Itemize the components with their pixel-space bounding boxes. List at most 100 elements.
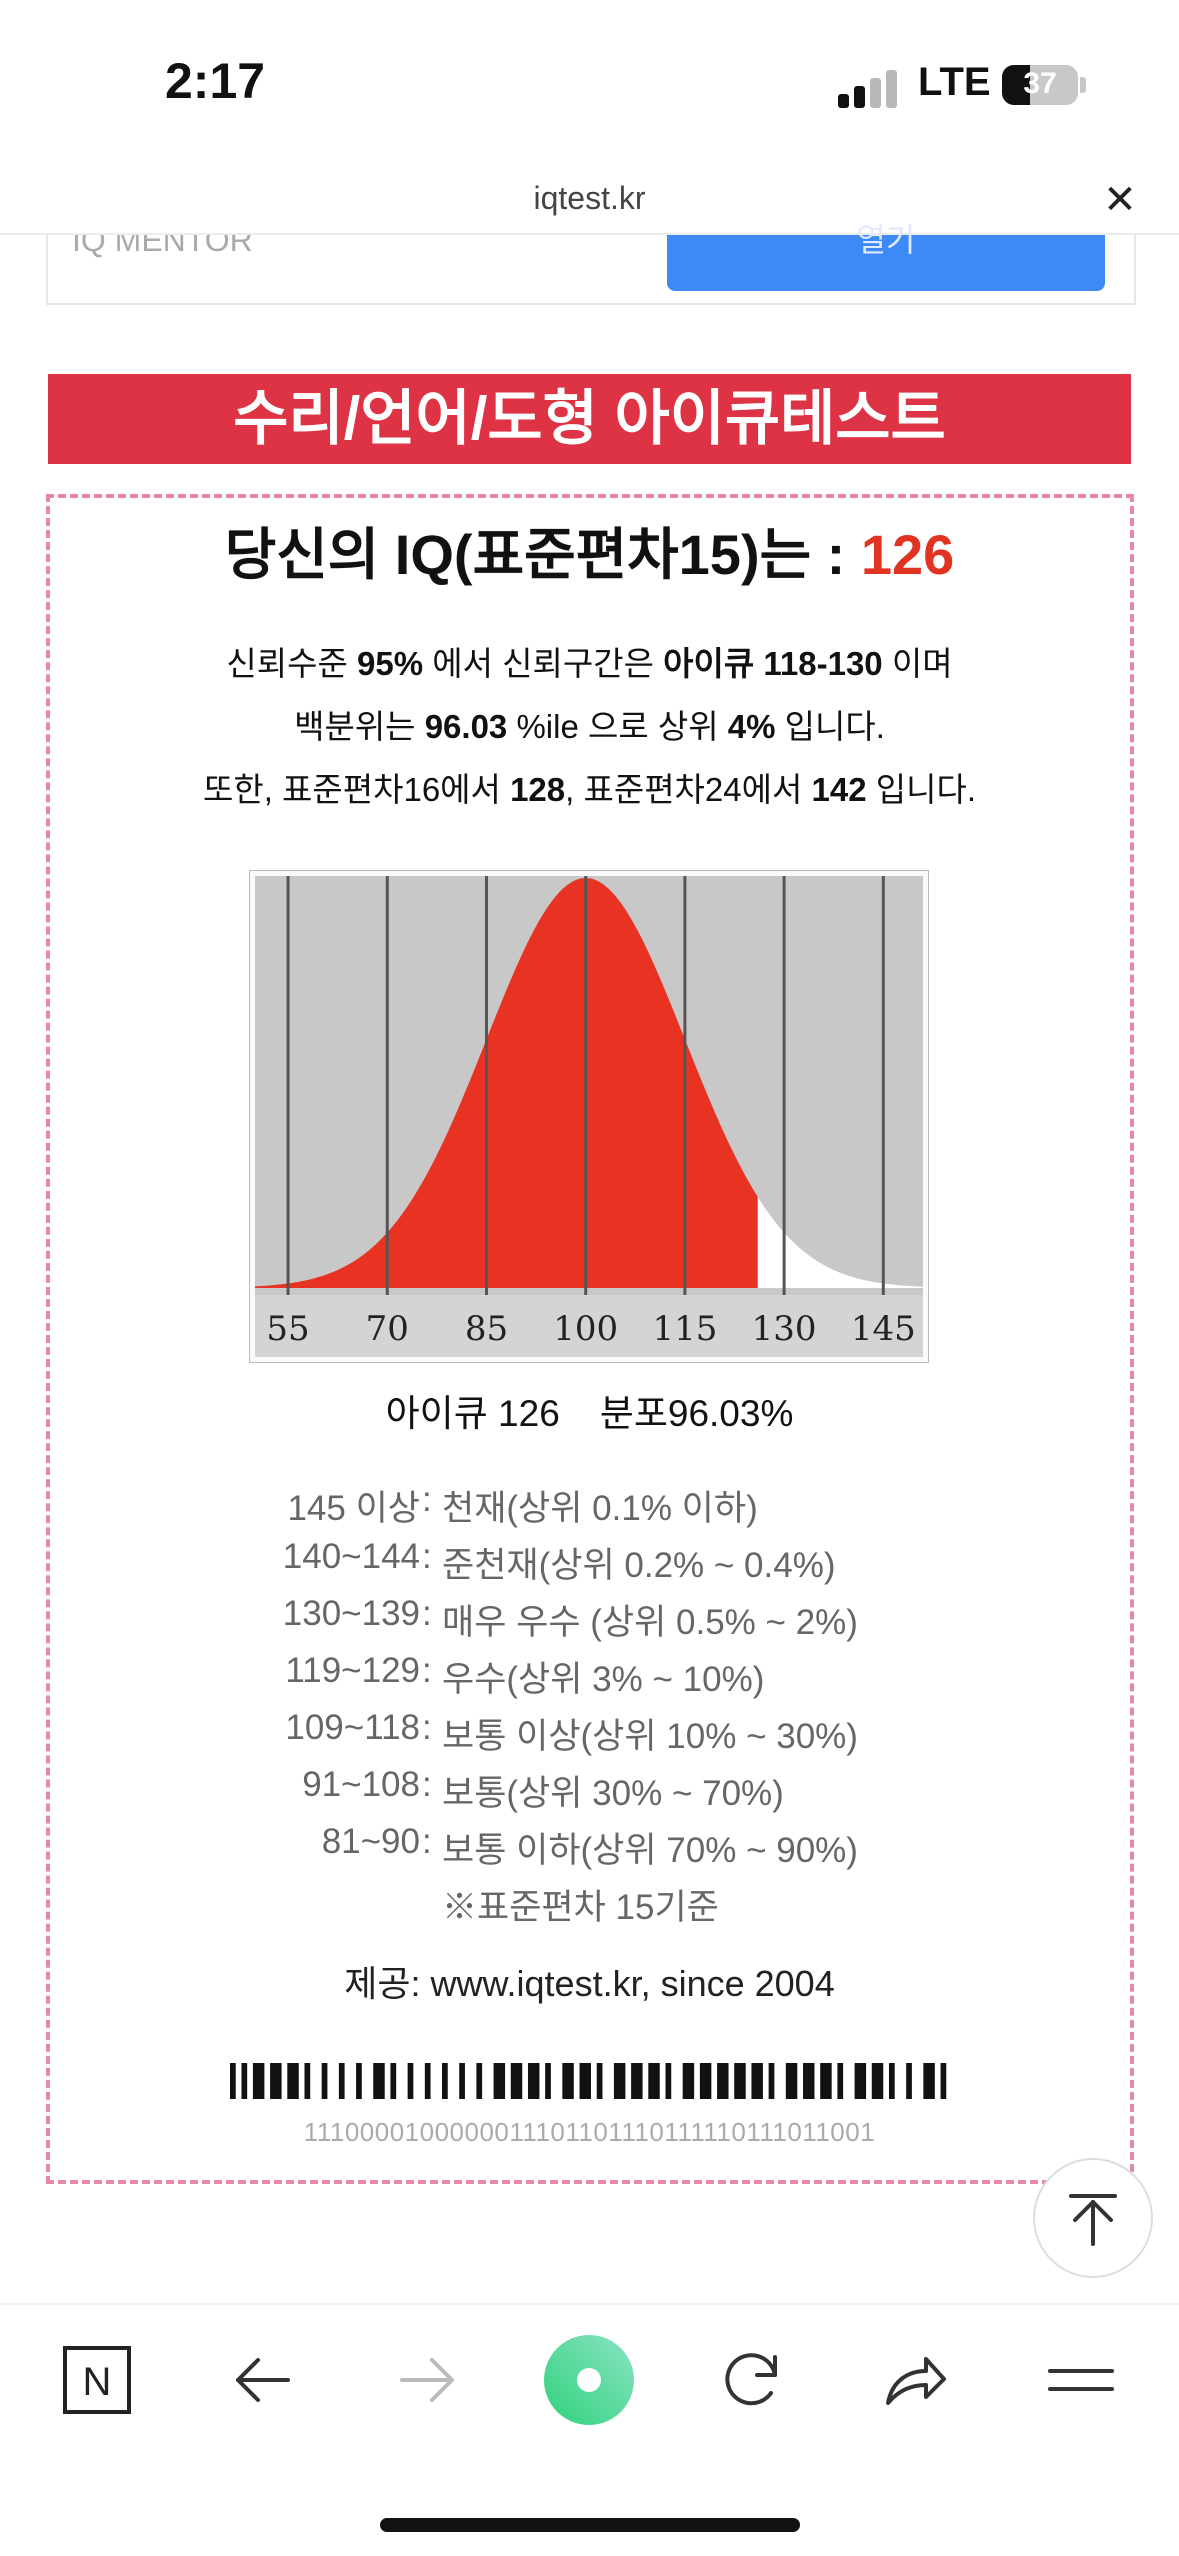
barcode-bar xyxy=(751,2063,763,2099)
barcode-bar xyxy=(476,2063,483,2099)
barcode-bar xyxy=(230,2063,236,2099)
level-note-text: ※표준편차 15기준 xyxy=(442,1888,719,1927)
level-description: 보통 이상(상위 10% ~ 30%) xyxy=(442,1717,858,1756)
barcode-bar xyxy=(562,2063,574,2099)
battery-tip xyxy=(1080,77,1086,93)
barcode-bar xyxy=(940,2063,947,2099)
level-row: 91~108: 보통(상위 30% ~ 70%) xyxy=(0,1765,1179,1815)
text: 입니다. xyxy=(866,771,976,808)
level-row: 81~90: 보통 이하(상위 70% ~ 90%) xyxy=(0,1822,1179,1872)
barcode-bar xyxy=(699,2063,712,2099)
network-label: LTE xyxy=(918,60,991,104)
level-row: 119~129: 우수(상위 3% ~ 10%) xyxy=(0,1651,1179,1701)
barcode-bar xyxy=(596,2063,603,2099)
barcode-bar xyxy=(820,2063,832,2099)
battery-level: 37 xyxy=(1023,67,1057,100)
x-tick-label: 145 xyxy=(851,1309,916,1349)
barcode-bar xyxy=(579,2063,591,2099)
text: 또한, 표준편차16에서 xyxy=(202,771,511,808)
level-row: 140~144: 준천재(상위 0.2% ~ 0.4%) xyxy=(0,1537,1179,1587)
iq-score: 126 xyxy=(860,523,955,586)
barcode-bar xyxy=(631,2063,643,2099)
level-range: 119~129 xyxy=(285,1651,420,1690)
barcode-bar xyxy=(854,2063,867,2099)
level-note: ※표준편차 15기준 xyxy=(0,1879,1179,1929)
url-label[interactable]: iqtest.kr xyxy=(533,180,646,216)
reload-icon[interactable] xyxy=(717,2345,787,2415)
caption-iq: 아이큐 126 xyxy=(385,1393,560,1434)
page-title: 수리/언어/도형 아이큐테스트 xyxy=(48,374,1131,464)
barcode-bar xyxy=(407,2063,414,2099)
level-colon: : xyxy=(422,1708,432,1747)
text: 이며 xyxy=(882,645,953,682)
barcode-bar xyxy=(906,2063,912,2099)
x-tick-label: 85 xyxy=(465,1309,508,1349)
text: 신뢰수준 xyxy=(226,645,358,682)
barcode-bar xyxy=(287,2063,299,2099)
text: %ile 으로 상위 xyxy=(507,708,728,745)
barcode-bar xyxy=(459,2063,465,2099)
share-icon[interactable] xyxy=(880,2345,950,2415)
level-colon: : xyxy=(422,1594,432,1633)
menu-icon[interactable] xyxy=(1046,2345,1116,2415)
level-row: 109~118: 보통 이상(상위 10% ~ 30%) xyxy=(0,1708,1179,1758)
level-range: 109~118 xyxy=(285,1708,420,1747)
caption-distribution: 분포96.03% xyxy=(599,1393,794,1434)
level-colon: : xyxy=(422,1651,432,1690)
level-description: 우수(상위 3% ~ 10%) xyxy=(442,1660,765,1699)
result-box xyxy=(46,494,1134,2184)
barcode-bar xyxy=(717,2063,729,2099)
level-range: 145 이상 xyxy=(287,1489,420,1528)
barcode xyxy=(230,2063,947,2099)
provider-text: 제공: www.iqtest.kr, since 2004 xyxy=(344,1963,835,2004)
top-percent: 4% xyxy=(727,708,776,745)
level-range: 81~90 xyxy=(321,1822,420,1861)
home-indicator xyxy=(380,2518,800,2532)
chart-caption: 아이큐 126 분포96.03% xyxy=(0,1383,1179,1437)
scroll-top-button[interactable] xyxy=(1033,2158,1153,2278)
level-description: 보통(상위 30% ~ 70%) xyxy=(442,1774,784,1813)
ad-open-button[interactable]: 열기 xyxy=(667,224,1105,291)
green-dot-icon[interactable] xyxy=(544,2335,634,2425)
barcode-bar xyxy=(424,2063,431,2099)
ad-text: IQ MENTOR xyxy=(72,222,253,258)
naver-home-icon[interactable]: N xyxy=(62,2345,132,2415)
level-description: 천재(상위 0.1% 이하) xyxy=(442,1489,758,1528)
curve-area-below-score xyxy=(255,878,758,1288)
iq-heading-label: 당신의 IQ(표준편차15)는 : xyxy=(224,523,861,586)
back-icon[interactable] xyxy=(228,2345,298,2415)
barcode-bar xyxy=(665,2063,672,2099)
curve-area-above-score xyxy=(757,1196,923,1288)
barcode-bar xyxy=(768,2063,775,2099)
percentile-value: 96.03 xyxy=(424,708,508,745)
level-row: 145 이상: 천재(상위 0.1% 이하) xyxy=(0,1480,1179,1530)
level-range: 91~108 xyxy=(302,1765,420,1804)
barcode-bar xyxy=(888,2063,895,2099)
barcode-bar xyxy=(923,2063,935,2099)
sd16-score: 128 xyxy=(510,771,566,808)
level-description: 매우 우수 (상위 0.5% ~ 2%) xyxy=(442,1603,858,1642)
barcode-bar xyxy=(527,2063,540,2099)
level-range: 130~139 xyxy=(282,1594,420,1633)
barcode-bar xyxy=(321,2063,328,2099)
confidence-line: 신뢰수준 95% 에서 신뢰구간은 아이큐 118-130 이며 xyxy=(0,637,1179,685)
barcode-bar xyxy=(837,2063,844,2099)
forward-icon[interactable] xyxy=(392,2345,462,2415)
status-time: 2:17 xyxy=(165,53,266,109)
barcode-bar xyxy=(785,2063,798,2099)
percentile-line: 백분위는 96.03 %ile 으로 상위 4% 입니다. xyxy=(0,700,1179,748)
barcode-bar xyxy=(442,2063,448,2099)
signal-icon xyxy=(838,68,900,108)
close-icon[interactable]: ✕ xyxy=(1103,177,1137,223)
level-row: 130~139: 매우 우수 (상위 0.5% ~ 2%) xyxy=(0,1594,1179,1644)
barcode-bar xyxy=(241,2063,248,2099)
barcode-bar xyxy=(803,2063,815,2099)
ad-open-label: 열기 xyxy=(856,221,916,259)
barcode-bar xyxy=(493,2063,506,2099)
iq-heading: 당신의 IQ(표준편차15)는 : 126 xyxy=(0,510,1179,591)
svg-text:N: N xyxy=(83,2360,112,2404)
level-colon: : xyxy=(422,1480,432,1519)
confidence-interval: 아이큐 118-130 xyxy=(663,645,883,682)
barcode-bar xyxy=(682,2063,695,2099)
barcode-bar xyxy=(270,2063,282,2099)
